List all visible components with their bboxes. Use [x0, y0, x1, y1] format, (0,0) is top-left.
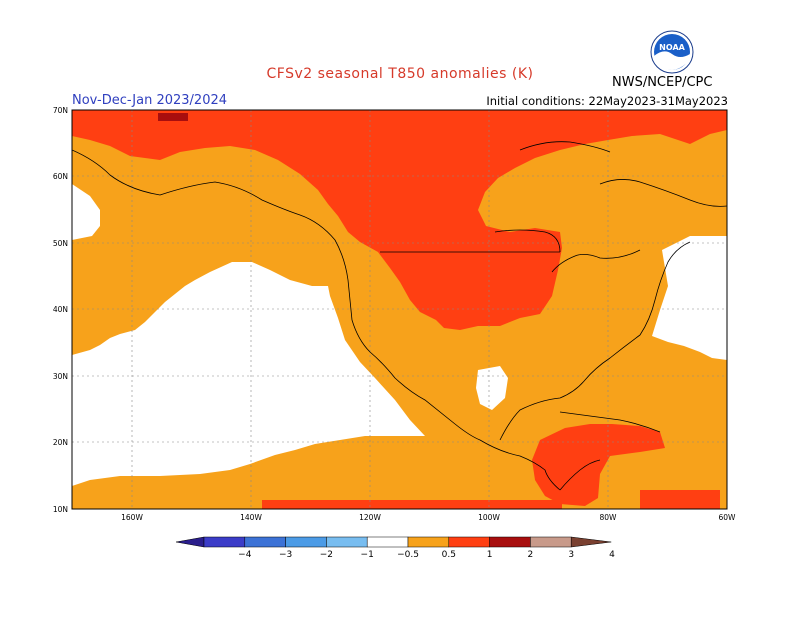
colorbar-segment — [407, 536, 450, 548]
colorbar: −4 −3 −2 −1 −0.5 0.5 1 2 3 4 — [175, 536, 615, 560]
colorbar-segment — [326, 536, 368, 548]
lat-label: 60N — [53, 172, 68, 181]
lat-label: 10N — [53, 505, 68, 514]
colorbar-tick-label: −4 — [238, 550, 252, 560]
colorbar-tick-label: 1 — [487, 550, 493, 560]
lat-label: 40N — [53, 305, 68, 314]
lat-label: 70N — [53, 106, 68, 115]
lat-label: 20N — [53, 438, 68, 447]
lat-label: 50N — [53, 239, 68, 248]
lon-label: 80W — [600, 513, 618, 522]
colorbar-tick-label: −3 — [279, 550, 292, 560]
colorbar-segment — [366, 536, 409, 548]
pacific-neutral-region — [72, 262, 425, 486]
lon-label: 140W — [240, 513, 262, 522]
colorbar-segment — [530, 536, 572, 548]
svg-text:NOAA: NOAA — [659, 43, 685, 52]
forecast-period: Nov-Dec-Jan 2023/2024 — [72, 93, 228, 108]
colorbar-tick-label: 4 — [609, 550, 615, 560]
canada-warm-region — [72, 110, 727, 330]
latitude-labels: 70N 60N 50N 40N 30N 20N 10N — [53, 106, 68, 514]
longitude-labels: 160W 140W 120W 100W 80W 60W — [121, 513, 736, 522]
colorbar-tick-label: −0.5 — [397, 550, 419, 560]
lon-label: 160W — [121, 513, 143, 522]
lat-label: 30N — [53, 372, 68, 381]
grid — [72, 110, 727, 509]
initial-conditions: Initial conditions: 22May2023-31May2023 — [486, 94, 728, 108]
anomaly-fill — [72, 110, 727, 509]
colorbar-segment — [448, 536, 490, 548]
map-title: CFSv2 seasonal T850 anomalies (K) — [266, 66, 534, 82]
colorbar-segment — [489, 536, 531, 548]
colorbar-segment — [203, 536, 246, 548]
colorbar-segment — [244, 536, 286, 548]
lon-label: 100W — [478, 513, 500, 522]
colorbar-tick-label: 2 — [528, 550, 534, 560]
coastlines — [72, 141, 727, 491]
lon-label: 120W — [359, 513, 381, 522]
colorbar-arrow-left — [175, 536, 205, 548]
colorbar-arrow-right — [570, 536, 612, 548]
noaa-logo-icon: NOAA — [650, 30, 694, 74]
lon-label: 60W — [719, 513, 737, 522]
caribbean-warm-region — [532, 424, 665, 506]
agency-label: NWS/NCEP/CPC — [612, 75, 713, 90]
colorbar-segment — [285, 536, 327, 548]
colorbar-tick-label: −2 — [320, 550, 333, 560]
colorbar-tick-label: 3 — [568, 550, 574, 560]
colorbar-tick-label: 0.5 — [442, 550, 456, 560]
map-frame — [71, 109, 728, 510]
colorbar-tick-label: −1 — [361, 550, 374, 560]
